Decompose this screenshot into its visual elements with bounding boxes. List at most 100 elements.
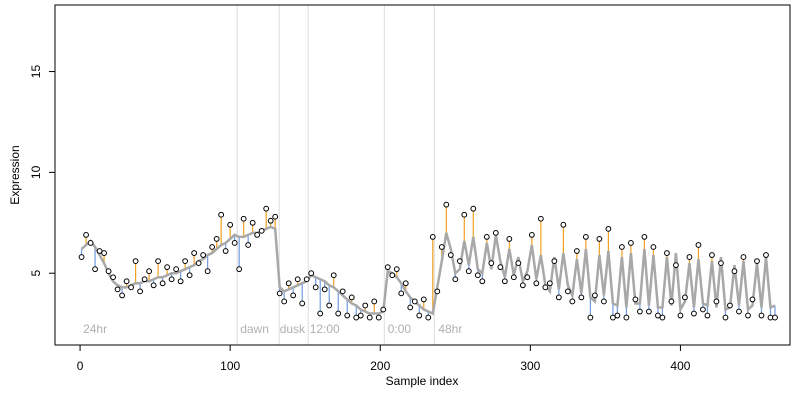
point <box>416 312 423 319</box>
x-tick-label: 200 <box>370 359 390 373</box>
point <box>722 314 729 321</box>
point <box>411 298 418 305</box>
point <box>321 286 328 293</box>
point <box>353 314 360 321</box>
point <box>155 258 162 265</box>
point <box>772 314 778 321</box>
point <box>682 294 688 301</box>
point <box>578 294 585 301</box>
point <box>263 205 270 212</box>
point <box>731 268 738 275</box>
point <box>736 308 742 315</box>
point <box>249 219 256 226</box>
point <box>218 211 225 218</box>
point <box>434 288 441 295</box>
point <box>668 298 675 305</box>
point <box>272 213 279 220</box>
point <box>123 278 130 285</box>
point <box>110 274 116 281</box>
point <box>501 278 508 285</box>
point <box>443 201 450 208</box>
point <box>587 314 594 321</box>
point <box>281 298 288 305</box>
point <box>569 298 576 305</box>
x-tick-label: 0 <box>77 359 84 373</box>
point <box>402 280 409 287</box>
point <box>83 231 89 238</box>
point <box>555 294 562 301</box>
point <box>276 290 283 297</box>
point <box>294 276 301 283</box>
point <box>461 211 468 218</box>
point <box>582 234 589 240</box>
point <box>312 284 319 291</box>
point <box>483 234 490 240</box>
condition-label: 0:00 <box>388 322 412 336</box>
point <box>213 236 220 242</box>
point <box>438 244 445 250</box>
point <box>371 298 378 305</box>
point <box>393 266 400 273</box>
point <box>105 268 112 275</box>
point <box>641 234 648 240</box>
point <box>344 312 351 319</box>
point <box>92 266 98 273</box>
point <box>691 310 697 317</box>
point <box>357 312 364 319</box>
point <box>420 296 427 303</box>
point <box>618 244 625 250</box>
point <box>348 294 355 301</box>
point <box>704 312 711 319</box>
point <box>258 227 265 234</box>
point <box>745 312 751 319</box>
point <box>380 306 387 313</box>
point <box>177 278 184 285</box>
point <box>384 264 391 271</box>
point <box>754 258 760 265</box>
point <box>609 314 616 321</box>
point <box>492 229 499 236</box>
point <box>573 248 580 254</box>
point <box>222 248 229 254</box>
point <box>303 276 310 283</box>
point <box>173 266 180 273</box>
point <box>628 240 634 246</box>
point <box>389 272 396 279</box>
point <box>673 262 679 269</box>
point <box>659 314 666 321</box>
plot-frame <box>54 4 791 346</box>
point <box>519 282 526 289</box>
point <box>362 302 369 309</box>
point <box>227 221 234 228</box>
point <box>763 252 769 258</box>
point <box>375 314 382 321</box>
point <box>245 242 252 248</box>
point <box>546 280 553 287</box>
point <box>240 215 247 222</box>
point <box>141 276 148 283</box>
point <box>591 292 598 299</box>
point <box>317 310 324 317</box>
point <box>366 314 373 321</box>
point <box>164 264 171 271</box>
point <box>623 314 630 321</box>
point <box>564 288 571 295</box>
x-tick-label: 400 <box>670 359 690 373</box>
point <box>632 296 639 303</box>
point <box>506 236 513 242</box>
point <box>87 240 94 246</box>
point <box>285 280 292 287</box>
point <box>200 252 207 258</box>
point <box>474 272 481 279</box>
condition-label: 12:00 <box>310 322 340 336</box>
condition-label: 24hr <box>83 322 107 336</box>
point <box>209 244 216 250</box>
y-tick-label: 15 <box>29 65 43 79</box>
condition-label: 48hr <box>438 322 462 336</box>
point <box>191 250 198 256</box>
x-axis-label: Sample index <box>386 374 459 388</box>
point <box>727 302 733 309</box>
point <box>231 240 238 246</box>
point <box>551 258 558 265</box>
